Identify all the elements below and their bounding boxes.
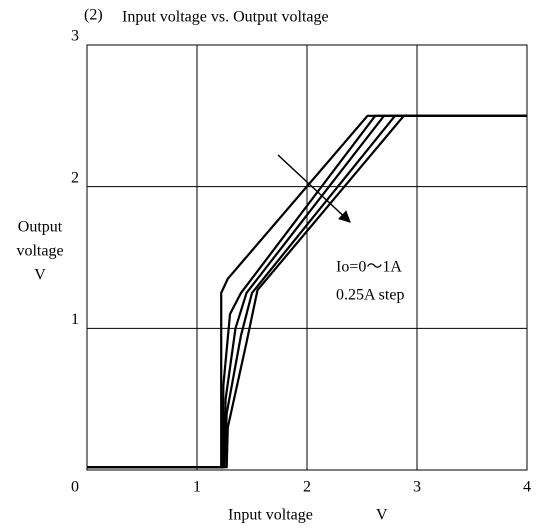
curve — [87, 114, 527, 469]
y-tick-label: 2 — [71, 169, 79, 186]
x-axis-label: Input voltage — [228, 507, 313, 524]
chart-label: (2) — [84, 7, 103, 24]
annotation: Io=0～1A — [336, 259, 402, 276]
y-axis-label: Output — [18, 219, 63, 236]
y-tick-label: 1 — [71, 311, 79, 328]
x-tick-label: 4 — [523, 479, 531, 496]
annotation: 0.25A step — [336, 287, 404, 304]
x-tick-label: 1 — [193, 479, 201, 496]
chart-title: Input voltage vs. Output voltage — [122, 9, 329, 26]
x-tick-label: 0 — [71, 479, 79, 496]
y-axis-label: V — [34, 267, 46, 284]
x-tick-label: 3 — [413, 479, 421, 496]
x-tick-label: 2 — [303, 479, 311, 496]
arrow — [277, 154, 351, 223]
y-axis-label: voltage — [16, 243, 63, 260]
x-axis-label: V — [376, 507, 388, 524]
y-tick-label: 3 — [71, 28, 79, 45]
